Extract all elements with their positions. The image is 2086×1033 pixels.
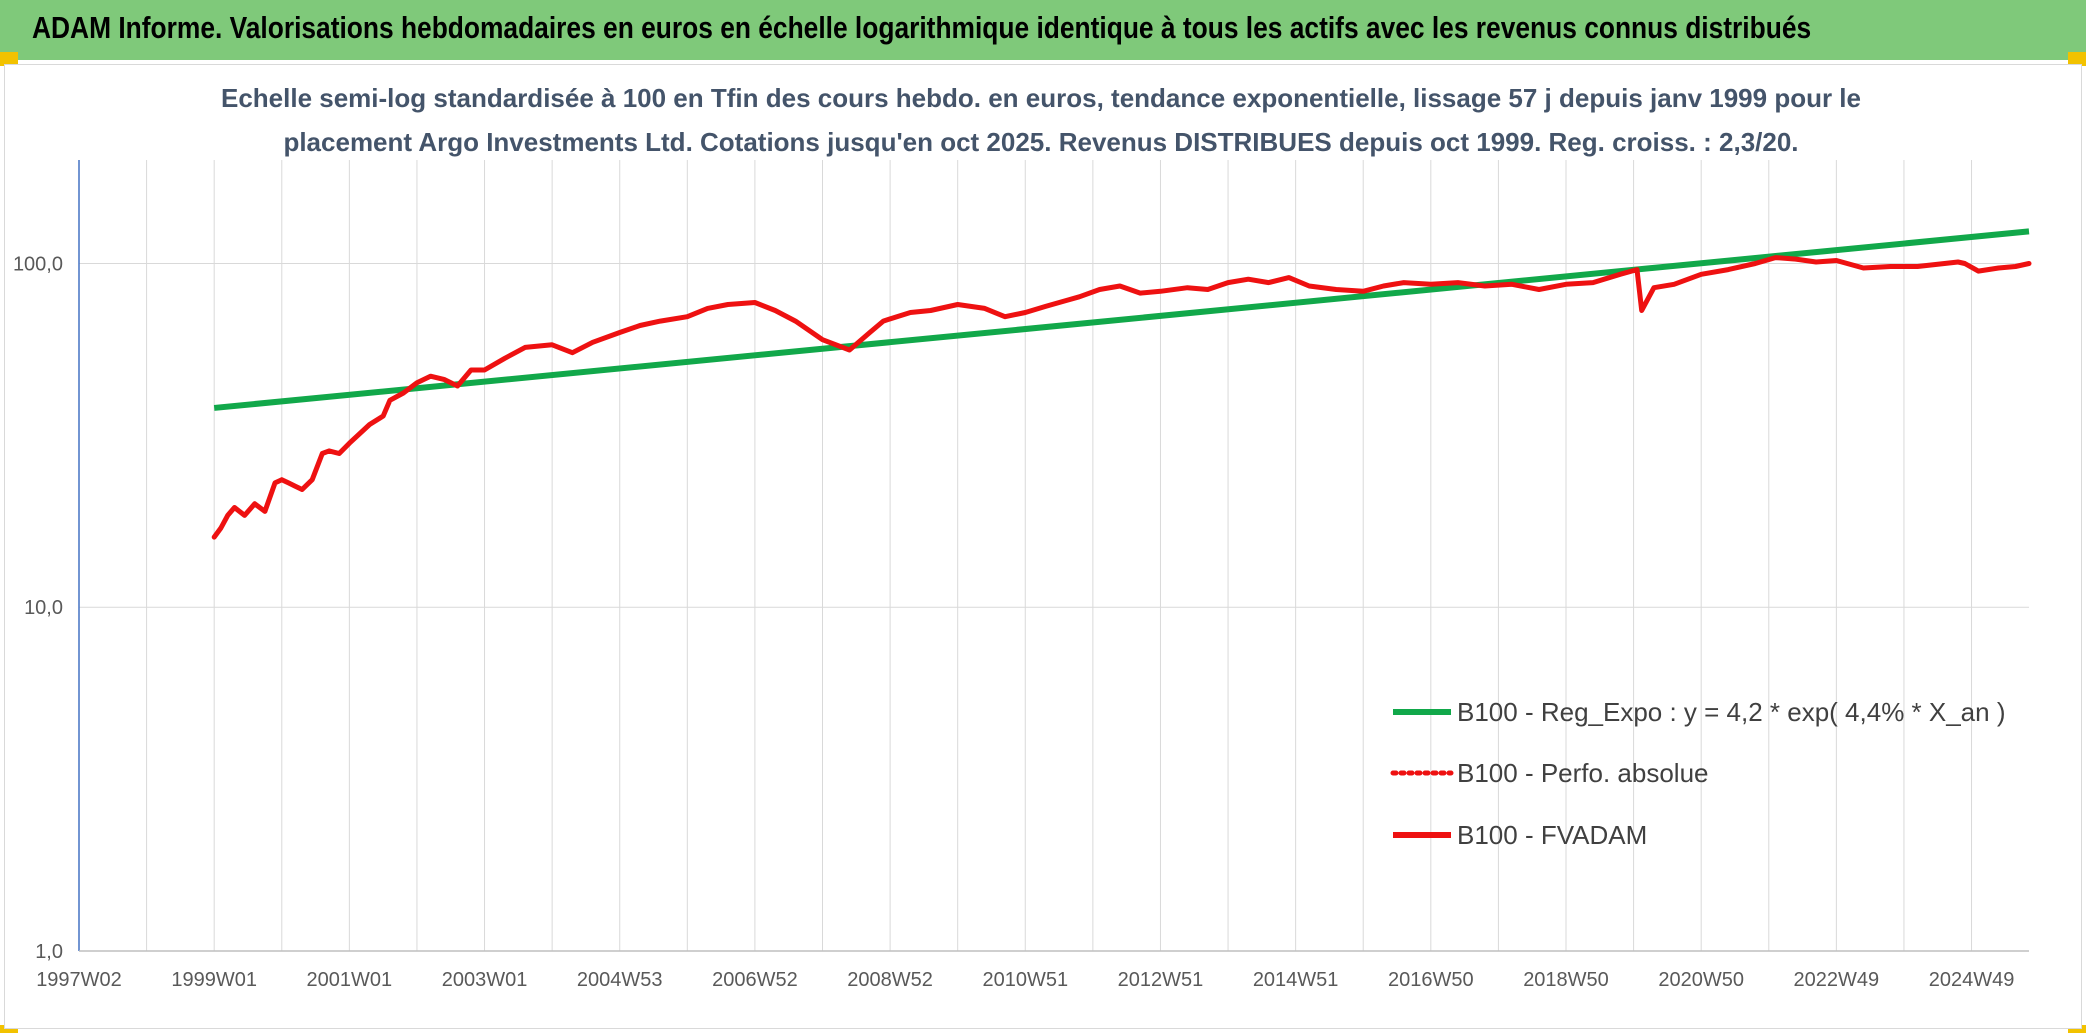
series-trend-line	[213, 228, 2030, 411]
x-tick-label-2: 2001W01	[307, 969, 393, 991]
legend-label-trend: B100 - Reg_Expo : y = 4,2 * exp( 4,4% * …	[1457, 697, 2006, 727]
series-fvadam-line	[211, 255, 2032, 540]
page-title: ADAM Informe. Valorisations hebdomadaire…	[32, 10, 1812, 45]
chart-title-line-2: placement Argo Investments Ltd. Cotation…	[283, 127, 1798, 157]
corner-marker-right	[2068, 52, 2086, 66]
legend-label-fvadam: B100 - FVADAM	[1457, 820, 1647, 850]
x-tick-label-12: 2020W50	[1658, 969, 1744, 991]
legend-label-perf: B100 - Perfo. absolue	[1457, 758, 1709, 788]
chart-title-line-1: Echelle semi-log standardisée à 100 en T…	[221, 83, 1861, 113]
x-tick-label-4: 2004W53	[577, 969, 663, 991]
x-tick-label-3: 2003W01	[442, 969, 528, 991]
x-tick-label-6: 2008W52	[847, 969, 933, 991]
series-layer	[211, 228, 2032, 540]
header-bar: ADAM Informe. Valorisations hebdomadaire…	[0, 0, 2086, 60]
corner-marker-bottom-left	[0, 1025, 18, 1033]
grid	[78, 160, 2029, 952]
legend-item-fvadam: B100 - FVADAM	[1393, 820, 1647, 850]
x-tick-label-14: 2024W49	[1929, 969, 2015, 991]
x-tick-label-8: 2012W51	[1118, 969, 1204, 991]
x-tick-label-13: 2022W49	[1794, 969, 1880, 991]
legend-item-trend: B100 - Reg_Expo : y = 4,2 * exp( 4,4% * …	[1393, 697, 2006, 727]
x-tick-label-0: 1997W02	[36, 969, 122, 991]
x-tick-label-1: 1999W01	[171, 969, 257, 991]
corner-marker-bottom-right	[2068, 1025, 2086, 1033]
y-tick-label-1: 10,0	[24, 597, 63, 619]
y-tick-label-0: 1,0	[35, 941, 63, 963]
y-tick-label-2: 100,0	[13, 253, 63, 275]
x-tick-label-5: 2006W52	[712, 969, 798, 991]
chart-area: 1,0 10,0 100,0 1997W02 1999W01 2001W01 2003W01…	[4, 64, 2082, 1029]
chart-title: Echelle semi-log standardisée à 100 en T…	[221, 83, 1861, 157]
corner-marker-left	[0, 52, 18, 66]
x-tick-label-9: 2014W51	[1253, 969, 1339, 991]
legend: B100 - Reg_Expo : y = 4,2 * exp( 4,4% * …	[1390, 697, 2006, 850]
x-tick-label-11: 2018W50	[1523, 969, 1609, 991]
x-tick-label-10: 2016W50	[1388, 969, 1474, 991]
chart: 1,0 10,0 100,0 1997W02 1999W01 2001W01 2003W01…	[13, 83, 2032, 991]
axes: 1,0 10,0 100,0 1997W02 1999W01 2001W01 2003W01…	[13, 160, 2029, 991]
x-tick-label-7: 2010W51	[982, 969, 1068, 991]
legend-item-perf: B100 - Perfo. absolue	[1390, 758, 1709, 788]
